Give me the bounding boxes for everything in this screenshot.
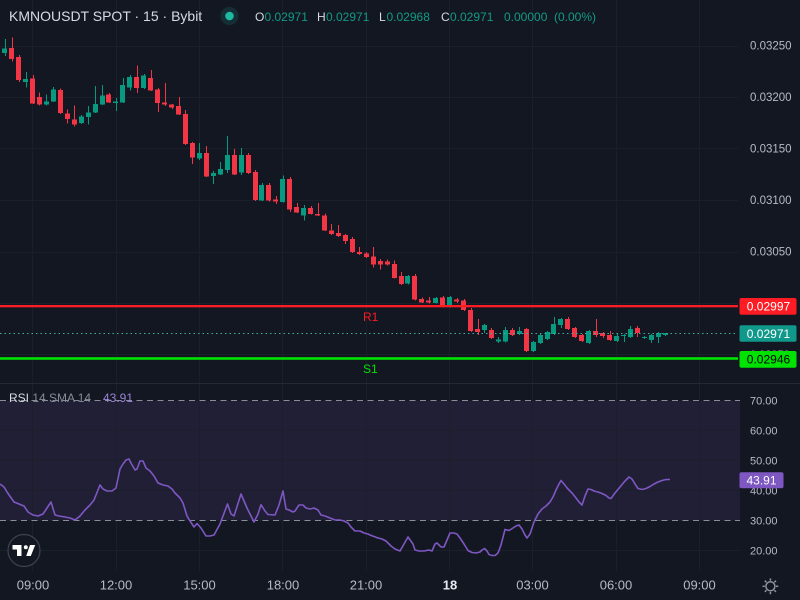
svg-text:06:00: 06:00 (600, 578, 633, 593)
svg-text:0.02997: 0.02997 (747, 300, 791, 314)
svg-text:RSI 14 SMA 14: RSI 14 SMA 14 (9, 391, 91, 405)
svg-text:0.02971: 0.02971 (747, 327, 791, 341)
svg-text:0.02946: 0.02946 (747, 353, 791, 367)
svg-text:30.00: 30.00 (750, 516, 778, 528)
svg-text:43.91: 43.91 (746, 473, 776, 487)
svg-text:18:00: 18:00 (267, 578, 300, 593)
svg-text:60.00: 60.00 (750, 426, 778, 438)
svg-text:21:00: 21:00 (350, 578, 383, 593)
svg-text:09:00: 09:00 (683, 578, 716, 593)
svg-text:40.00: 40.00 (750, 486, 778, 498)
svg-text:S1: S1 (363, 362, 378, 376)
svg-text:43.91: 43.91 (103, 391, 133, 405)
svg-text:0.03200: 0.03200 (750, 92, 792, 104)
svg-text:KMNOUSDT SPOT · 15 · Bybit: KMNOUSDT SPOT · 15 · Bybit (9, 8, 202, 24)
svg-text:70.00: 70.00 (750, 396, 778, 408)
svg-text:0.03050: 0.03050 (750, 247, 792, 259)
svg-text:R1: R1 (363, 310, 379, 324)
svg-text:12:00: 12:00 (100, 578, 133, 593)
svg-text:18: 18 (443, 578, 457, 593)
svg-text:0.03250: 0.03250 (750, 41, 792, 53)
svg-text:09:00: 09:00 (17, 578, 50, 593)
svg-text:15:00: 15:00 (183, 578, 216, 593)
svg-text:50.00: 50.00 (750, 456, 778, 468)
svg-text:0.03150: 0.03150 (750, 144, 792, 156)
svg-text:0.03100: 0.03100 (750, 195, 792, 207)
svg-text:20.00: 20.00 (750, 546, 778, 558)
svg-text:03:00: 03:00 (516, 578, 549, 593)
